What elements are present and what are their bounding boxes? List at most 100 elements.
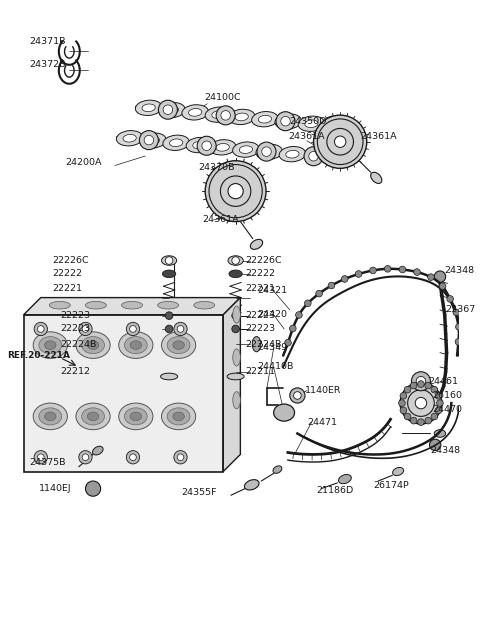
Ellipse shape bbox=[281, 116, 290, 126]
Ellipse shape bbox=[186, 137, 213, 153]
Circle shape bbox=[232, 325, 240, 332]
Ellipse shape bbox=[228, 256, 243, 265]
Text: 24372B: 24372B bbox=[29, 61, 66, 69]
Ellipse shape bbox=[182, 104, 208, 120]
Text: 23367: 23367 bbox=[445, 305, 476, 315]
Text: 22223: 22223 bbox=[245, 324, 275, 334]
Circle shape bbox=[313, 115, 367, 168]
Ellipse shape bbox=[252, 111, 278, 127]
Ellipse shape bbox=[274, 404, 295, 421]
Text: 1140ER: 1140ER bbox=[305, 386, 341, 396]
Circle shape bbox=[399, 266, 406, 273]
Text: 26160: 26160 bbox=[432, 391, 462, 400]
Circle shape bbox=[398, 400, 405, 407]
Ellipse shape bbox=[33, 403, 67, 430]
Ellipse shape bbox=[160, 373, 178, 380]
Ellipse shape bbox=[167, 408, 190, 425]
Text: 24371B: 24371B bbox=[29, 38, 66, 46]
Ellipse shape bbox=[273, 466, 282, 473]
Ellipse shape bbox=[233, 392, 240, 408]
Text: 22223: 22223 bbox=[60, 324, 90, 334]
Text: 24348: 24348 bbox=[444, 266, 475, 274]
Circle shape bbox=[418, 419, 424, 425]
Ellipse shape bbox=[144, 135, 154, 145]
Ellipse shape bbox=[275, 114, 301, 129]
Circle shape bbox=[455, 339, 462, 345]
Ellipse shape bbox=[197, 136, 216, 155]
Circle shape bbox=[130, 454, 136, 460]
Text: 21186D: 21186D bbox=[316, 486, 354, 495]
Circle shape bbox=[37, 326, 44, 332]
Ellipse shape bbox=[229, 270, 242, 277]
Ellipse shape bbox=[158, 302, 179, 309]
Ellipse shape bbox=[282, 117, 295, 125]
Circle shape bbox=[82, 326, 89, 332]
Circle shape bbox=[370, 267, 376, 274]
Ellipse shape bbox=[298, 116, 324, 132]
Ellipse shape bbox=[258, 116, 272, 123]
Ellipse shape bbox=[221, 111, 230, 120]
Text: 24375B: 24375B bbox=[29, 457, 66, 467]
Ellipse shape bbox=[173, 341, 184, 349]
Ellipse shape bbox=[216, 143, 229, 151]
Ellipse shape bbox=[252, 337, 261, 352]
Circle shape bbox=[341, 276, 348, 282]
Ellipse shape bbox=[119, 332, 153, 358]
Ellipse shape bbox=[167, 337, 190, 353]
Circle shape bbox=[126, 323, 140, 336]
Ellipse shape bbox=[194, 302, 215, 309]
Text: 22222: 22222 bbox=[52, 269, 82, 278]
Ellipse shape bbox=[279, 146, 306, 162]
Circle shape bbox=[415, 397, 427, 408]
Circle shape bbox=[228, 184, 243, 199]
Circle shape bbox=[177, 454, 184, 460]
Text: 24321: 24321 bbox=[257, 287, 288, 295]
Ellipse shape bbox=[169, 139, 183, 146]
Ellipse shape bbox=[173, 412, 184, 421]
Circle shape bbox=[285, 339, 291, 346]
Circle shape bbox=[418, 381, 424, 387]
Ellipse shape bbox=[158, 100, 178, 119]
Ellipse shape bbox=[159, 103, 185, 118]
Circle shape bbox=[410, 417, 417, 424]
Circle shape bbox=[34, 323, 48, 336]
Ellipse shape bbox=[161, 256, 177, 265]
Text: 24348: 24348 bbox=[431, 446, 461, 455]
Text: 24471: 24471 bbox=[307, 418, 337, 426]
Ellipse shape bbox=[233, 306, 240, 323]
Ellipse shape bbox=[82, 408, 105, 425]
Text: 24349: 24349 bbox=[257, 344, 288, 352]
Polygon shape bbox=[24, 298, 240, 315]
Ellipse shape bbox=[124, 337, 147, 353]
Ellipse shape bbox=[189, 109, 202, 116]
Text: 24100C: 24100C bbox=[204, 93, 241, 101]
Circle shape bbox=[434, 271, 445, 282]
Ellipse shape bbox=[193, 142, 206, 149]
Ellipse shape bbox=[205, 107, 232, 122]
Circle shape bbox=[425, 382, 432, 389]
Ellipse shape bbox=[257, 142, 276, 161]
Ellipse shape bbox=[119, 403, 153, 430]
Ellipse shape bbox=[93, 446, 103, 455]
Ellipse shape bbox=[305, 120, 318, 127]
Circle shape bbox=[411, 371, 431, 391]
Ellipse shape bbox=[130, 341, 142, 349]
Circle shape bbox=[456, 323, 462, 330]
Circle shape bbox=[294, 392, 301, 399]
Circle shape bbox=[232, 256, 240, 265]
Circle shape bbox=[296, 311, 302, 318]
Circle shape bbox=[130, 326, 136, 332]
Text: 22224B: 22224B bbox=[245, 340, 281, 349]
Ellipse shape bbox=[244, 480, 259, 490]
Ellipse shape bbox=[139, 130, 158, 150]
Ellipse shape bbox=[209, 140, 236, 155]
Circle shape bbox=[82, 454, 89, 460]
Polygon shape bbox=[24, 315, 223, 472]
Circle shape bbox=[205, 161, 266, 222]
Ellipse shape bbox=[163, 135, 190, 150]
Ellipse shape bbox=[116, 130, 143, 146]
Text: 22223: 22223 bbox=[245, 311, 275, 320]
Circle shape bbox=[400, 407, 407, 413]
Circle shape bbox=[304, 300, 311, 307]
Text: 24370B: 24370B bbox=[199, 163, 235, 172]
